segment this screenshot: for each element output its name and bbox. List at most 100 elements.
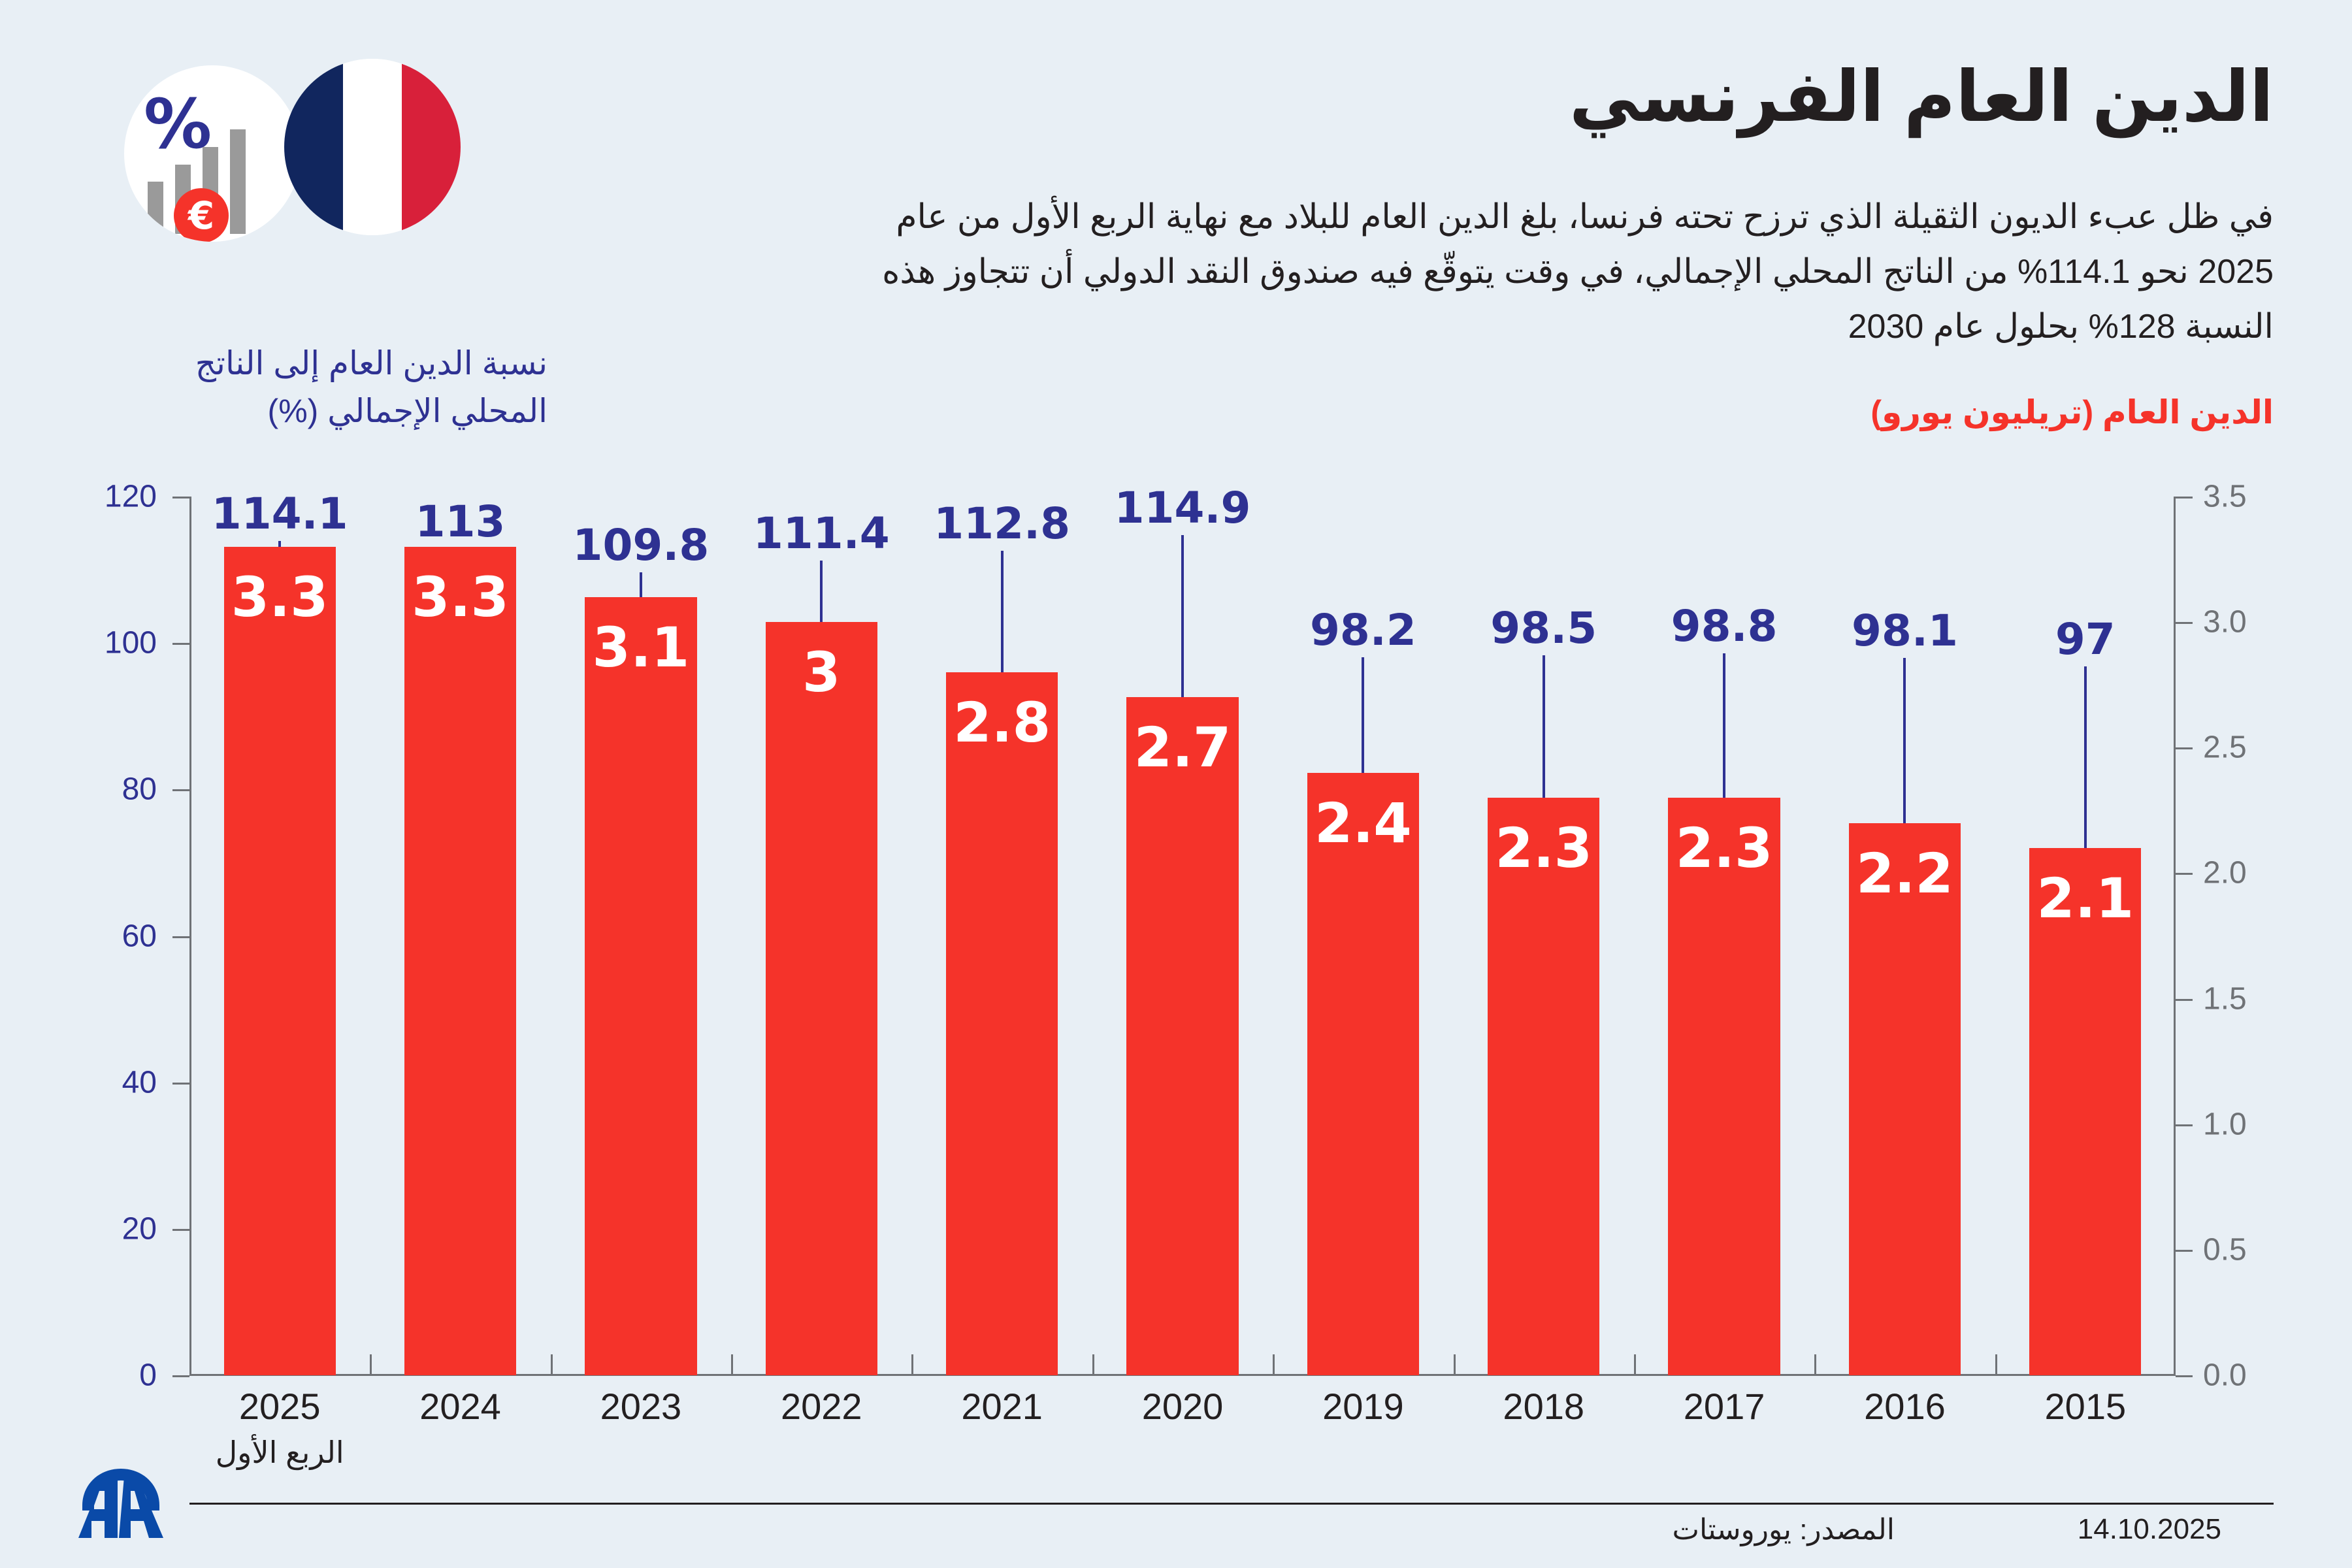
bar-value-label: 2.1: [2036, 866, 2134, 930]
left-axis-tick-label: 0: [139, 1358, 157, 1393]
left-axis-tick-label: 120: [104, 479, 157, 514]
footer: المصدر: يوروستات 14.10.2025: [0, 1457, 2352, 1568]
bar-2019[interactable]: 2.4: [1307, 772, 1420, 1375]
x-axis-tick: [550, 1354, 553, 1375]
percent-label-2022: 111.4: [753, 508, 890, 559]
x-axis-tick: [911, 1354, 914, 1375]
right-axis-tick: [2176, 1124, 2193, 1126]
percent-label-2018: 98.5: [1490, 602, 1597, 653]
right-axis-tick: [2176, 622, 2193, 625]
bar-value-label: 2.4: [1314, 791, 1412, 855]
bar-chart-icon-bar-4: [230, 129, 246, 234]
bar-value-label: 3: [802, 640, 841, 705]
left-axis-tick: [172, 1082, 189, 1085]
x-axis-label-2023: 2023: [600, 1386, 682, 1427]
bar-value-label: 3.3: [412, 564, 509, 629]
right-axis-tick: [2176, 1249, 2193, 1252]
bar-2018[interactable]: 2.3: [1488, 798, 1600, 1375]
publication-date: 14.10.2025: [2077, 1513, 2221, 1545]
right-axis-tick: [2176, 998, 2193, 1001]
bar-2023[interactable]: 3.1: [585, 596, 697, 1375]
percent-label-2024: 113: [415, 497, 506, 547]
percent-label-2025: 114.1: [211, 489, 348, 540]
bar-2021[interactable]: 2.8: [945, 672, 1058, 1375]
percent-connector-2015: [2083, 666, 2087, 848]
bar-value-label: 2.3: [1495, 816, 1593, 881]
france-flag-icon: [284, 59, 461, 235]
percent-connector-2016: [1903, 658, 1906, 823]
bar-2016[interactable]: 2.2: [1848, 823, 1961, 1375]
left-axis-tick: [172, 936, 189, 938]
x-axis-tick: [1453, 1354, 1456, 1375]
left-axis-tick-label: 100: [104, 625, 157, 661]
percent-connector-2023: [639, 572, 642, 597]
bar-value-label: 2.7: [1134, 715, 1232, 780]
x-axis-label-2016: 2016: [1864, 1386, 1946, 1427]
percent-connector-2021: [1000, 550, 1004, 672]
logo-group: % €: [124, 59, 503, 242]
percent-label-2019: 98.2: [1309, 605, 1416, 656]
right-axis-tick: [2176, 873, 2193, 875]
header: % € الدين العام الفرنسي في ظل عبء الديون…: [0, 0, 2352, 457]
bar-2015[interactable]: 2.1: [2029, 848, 2142, 1375]
percent-connector-2019: [1362, 657, 1365, 773]
percent-label-2017: 98.8: [1671, 600, 1778, 651]
x-axis-tick: [1273, 1354, 1275, 1375]
x-axis-label-2024: 2024: [419, 1386, 501, 1427]
left-axis-tick-label: 40: [122, 1065, 157, 1100]
right-axis-tick: [2176, 747, 2193, 750]
right-axis-tick-label: 1.5: [2203, 981, 2247, 1017]
flag-stripe-red: [401, 59, 461, 235]
left-axis-tick: [172, 497, 189, 498]
percent-connector-2025: [278, 541, 282, 547]
bar-value-label: 3.3: [231, 564, 329, 629]
right-axis-line: [2174, 497, 2176, 1375]
x-axis-sublabel-2025: الربع الأول: [215, 1435, 344, 1469]
percent-connector-2017: [1723, 653, 1726, 798]
x-axis-label-2022: 2022: [780, 1386, 862, 1427]
x-axis-tick: [731, 1354, 734, 1375]
left-axis-line: [189, 497, 191, 1375]
right-axis-tick-label: 2.5: [2203, 730, 2247, 765]
source-text: المصدر: يوروستات: [1672, 1514, 1895, 1546]
bar-2017[interactable]: 2.3: [1668, 798, 1780, 1375]
x-axis-label-2019: 2019: [1322, 1386, 1404, 1427]
left-axis-tick-label: 20: [122, 1211, 157, 1247]
x-axis-label-2025: 2025: [238, 1386, 321, 1427]
left-axis-tick: [172, 1375, 189, 1377]
bar-value-label: 2.8: [953, 691, 1051, 755]
right-axis-tick: [2176, 497, 2193, 498]
page-subtitle: في ظل عبء الديون الثقيلة الذي ترزح تحته …: [882, 198, 2274, 346]
x-axis-label-2018: 2018: [1503, 1386, 1585, 1427]
flag-stripe-white: [342, 59, 402, 235]
right-axis-tick-label: 3.0: [2203, 604, 2247, 640]
x-axis-label-2021: 2021: [961, 1386, 1043, 1427]
right-axis-tick: [2176, 1375, 2193, 1377]
x-axis-tick: [1814, 1354, 1817, 1375]
flag-stripe-blue: [284, 59, 344, 235]
bar-2025[interactable]: 3.3: [223, 546, 336, 1375]
percent-label-2023: 109.8: [572, 520, 710, 571]
footer-divider: [189, 1503, 2274, 1505]
percent-connector-2020: [1181, 535, 1184, 698]
right-axis-tick-label: 0.0: [2203, 1358, 2247, 1393]
plot-area: 0 20 40 60 80 100 120 0.0 0.5 1.0 1.5 2.0 2.5 3.0 3.5 3…: [105, 480, 2247, 1393]
bar-value-label: 2.2: [1856, 841, 1953, 906]
bar-value-label: 3.1: [592, 615, 690, 679]
x-axis-tick: [1995, 1354, 1997, 1375]
percent-label-2021: 112.8: [934, 498, 1071, 549]
bar-2020[interactable]: 2.7: [1126, 697, 1239, 1375]
left-axis-tick: [172, 643, 189, 645]
left-axis-tick: [172, 789, 189, 792]
left-axis-tick: [172, 1228, 189, 1231]
bar-value-label: 2.3: [1675, 816, 1773, 881]
percent-connector-2022: [820, 561, 823, 623]
bar-2024[interactable]: 3.3: [404, 546, 517, 1375]
left-axis-tick-label: 60: [122, 919, 157, 953]
debt-statistics-icon: % €: [124, 65, 301, 242]
right-axis-tick-label: 3.5: [2203, 479, 2247, 514]
anadolu-agency-logo-icon: [72, 1465, 170, 1543]
bar-2022[interactable]: 3: [765, 622, 877, 1375]
percent-icon: %: [144, 84, 212, 164]
